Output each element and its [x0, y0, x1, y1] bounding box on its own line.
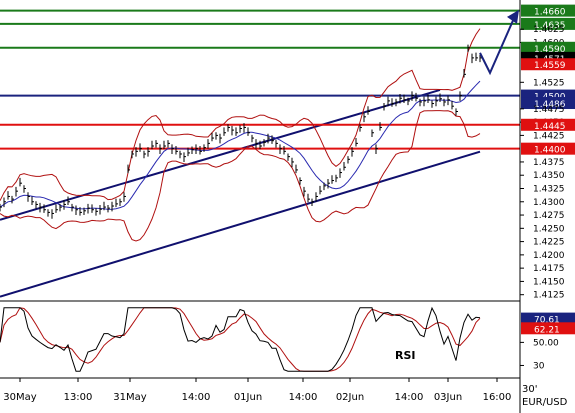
- price-tick-label: 1.4225: [533, 238, 565, 248]
- price-group: [0, 9, 520, 298]
- timeframe-label: 30': [522, 384, 537, 395]
- channel-lower-line: [0, 150, 481, 298]
- x-tick-label: 14:00: [289, 392, 318, 403]
- price-tick-label: 1.4125: [533, 291, 565, 301]
- bollinger-upper: [0, 28, 481, 201]
- price-tag-bg: [521, 17, 575, 30]
- price-tick-label: 1.4275: [533, 211, 565, 221]
- price-tag-label: 1.4590: [534, 45, 566, 55]
- price-tag-label: 1.4400: [534, 146, 566, 156]
- x-tick-label: 13:00: [64, 392, 93, 403]
- channel-upper-line: [0, 88, 441, 221]
- price-tag-bg: [521, 118, 575, 131]
- price-tag-bg: [521, 142, 575, 155]
- rsi-tag-label: 62.21: [534, 325, 560, 335]
- price-tag-label: 1.4486: [534, 100, 566, 110]
- rsi-group: [0, 306, 481, 372]
- price-tag-bg: [521, 41, 575, 54]
- price-tick-label: 1.4425: [533, 131, 565, 141]
- price-tick-label: 1.4475: [533, 105, 565, 115]
- rsi-label: RSI: [395, 349, 416, 362]
- forecast-arrow: [479, 15, 516, 76]
- price-tag-label: 1.4660: [534, 8, 566, 18]
- x-tick-label: 01Jun: [234, 392, 262, 403]
- rsi-tick-label: 50.00: [533, 338, 559, 348]
- price-tick-label: 1.4625: [533, 25, 565, 35]
- price-tick-label: 1.4150: [533, 277, 565, 287]
- price-tick-label: 1.4375: [533, 158, 565, 168]
- price-tick-label: 1.4300: [533, 198, 565, 208]
- price-tag-label: 1.4635: [534, 21, 566, 31]
- price-tag-bg: [521, 4, 575, 17]
- rsi-signal-line: [0, 307, 481, 372]
- forecast-arrowhead: [507, 9, 519, 24]
- price-tick-label: 1.4175: [533, 264, 565, 274]
- rsi-tag-label: 70.61: [534, 316, 560, 326]
- price-plot-area: [0, 0, 520, 300]
- x-tick-label: 16:00: [483, 392, 512, 403]
- price-tag-bg: [521, 58, 575, 71]
- x-tick-label: 03Jun: [434, 392, 462, 403]
- x-tick-label: 14:00: [395, 392, 424, 403]
- price-tick-label: 1.4325: [533, 184, 565, 194]
- axis-group: 1.46601.46351.46251.46001.45901.45711.45…: [520, 4, 575, 371]
- rsi-tag-bg: [521, 322, 575, 335]
- x-tick-label: 31May: [113, 392, 146, 403]
- x-tick-label: 30May: [3, 392, 36, 403]
- x-tick-label: 14:00: [182, 392, 211, 403]
- x-tick-label: 02Jun: [336, 392, 364, 403]
- rsi-tag-bg: [521, 312, 575, 325]
- xaxis-group: 30May 13:00 31May 14:00 01Jun 14:00 02Jun 14:00…: [3, 378, 511, 403]
- price-tick-label: 1.4200: [533, 251, 565, 261]
- rsi-tick-label: 30: [533, 361, 545, 371]
- price-tag-label: 1.4445: [534, 122, 566, 132]
- symbol-label: EUR/USD: [522, 397, 568, 408]
- price-tag-label: 1.4559: [534, 61, 566, 71]
- price-tick-label: 1.4250: [533, 224, 565, 234]
- rsi-plot-area: [0, 302, 520, 377]
- price-tag-bg: [521, 97, 575, 110]
- price-tick-label: 1.4525: [533, 78, 565, 88]
- price-tick-label: 1.4350: [533, 171, 565, 181]
- rsi-line: [0, 306, 481, 372]
- bollinger-lower: [0, 110, 481, 242]
